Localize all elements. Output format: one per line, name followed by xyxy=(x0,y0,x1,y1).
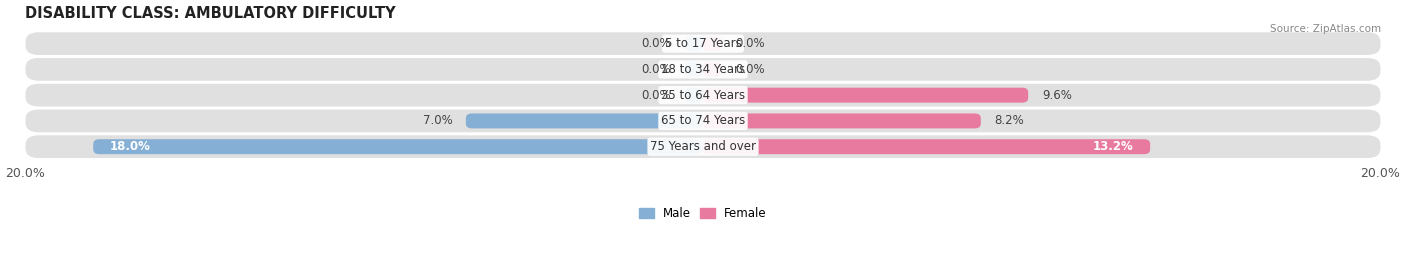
Text: 18 to 34 Years: 18 to 34 Years xyxy=(661,63,745,76)
Text: 65 to 74 Years: 65 to 74 Years xyxy=(661,114,745,128)
FancyBboxPatch shape xyxy=(703,62,721,77)
Legend: Male, Female: Male, Female xyxy=(634,203,772,225)
FancyBboxPatch shape xyxy=(93,139,703,154)
FancyBboxPatch shape xyxy=(685,88,703,103)
FancyBboxPatch shape xyxy=(703,88,1028,103)
FancyBboxPatch shape xyxy=(685,36,703,51)
Text: 13.2%: 13.2% xyxy=(1092,140,1133,153)
Text: 0.0%: 0.0% xyxy=(735,63,765,76)
FancyBboxPatch shape xyxy=(25,135,1381,158)
Text: 0.0%: 0.0% xyxy=(641,63,671,76)
FancyBboxPatch shape xyxy=(703,36,721,51)
Text: 75 Years and over: 75 Years and over xyxy=(650,140,756,153)
Text: 35 to 64 Years: 35 to 64 Years xyxy=(661,89,745,102)
Text: Source: ZipAtlas.com: Source: ZipAtlas.com xyxy=(1270,24,1381,34)
Text: 8.2%: 8.2% xyxy=(994,114,1024,128)
Text: 0.0%: 0.0% xyxy=(641,89,671,102)
FancyBboxPatch shape xyxy=(703,139,1150,154)
Text: 7.0%: 7.0% xyxy=(423,114,453,128)
Text: DISABILITY CLASS: AMBULATORY DIFFICULTY: DISABILITY CLASS: AMBULATORY DIFFICULTY xyxy=(25,6,396,20)
Text: 5 to 17 Years: 5 to 17 Years xyxy=(665,37,741,50)
FancyBboxPatch shape xyxy=(25,32,1381,55)
FancyBboxPatch shape xyxy=(685,62,703,77)
FancyBboxPatch shape xyxy=(25,84,1381,107)
Text: 9.6%: 9.6% xyxy=(1042,89,1071,102)
FancyBboxPatch shape xyxy=(25,109,1381,132)
FancyBboxPatch shape xyxy=(703,114,981,128)
Text: 0.0%: 0.0% xyxy=(735,37,765,50)
Text: 18.0%: 18.0% xyxy=(110,140,150,153)
FancyBboxPatch shape xyxy=(25,58,1381,81)
FancyBboxPatch shape xyxy=(465,114,703,128)
Text: 0.0%: 0.0% xyxy=(641,37,671,50)
